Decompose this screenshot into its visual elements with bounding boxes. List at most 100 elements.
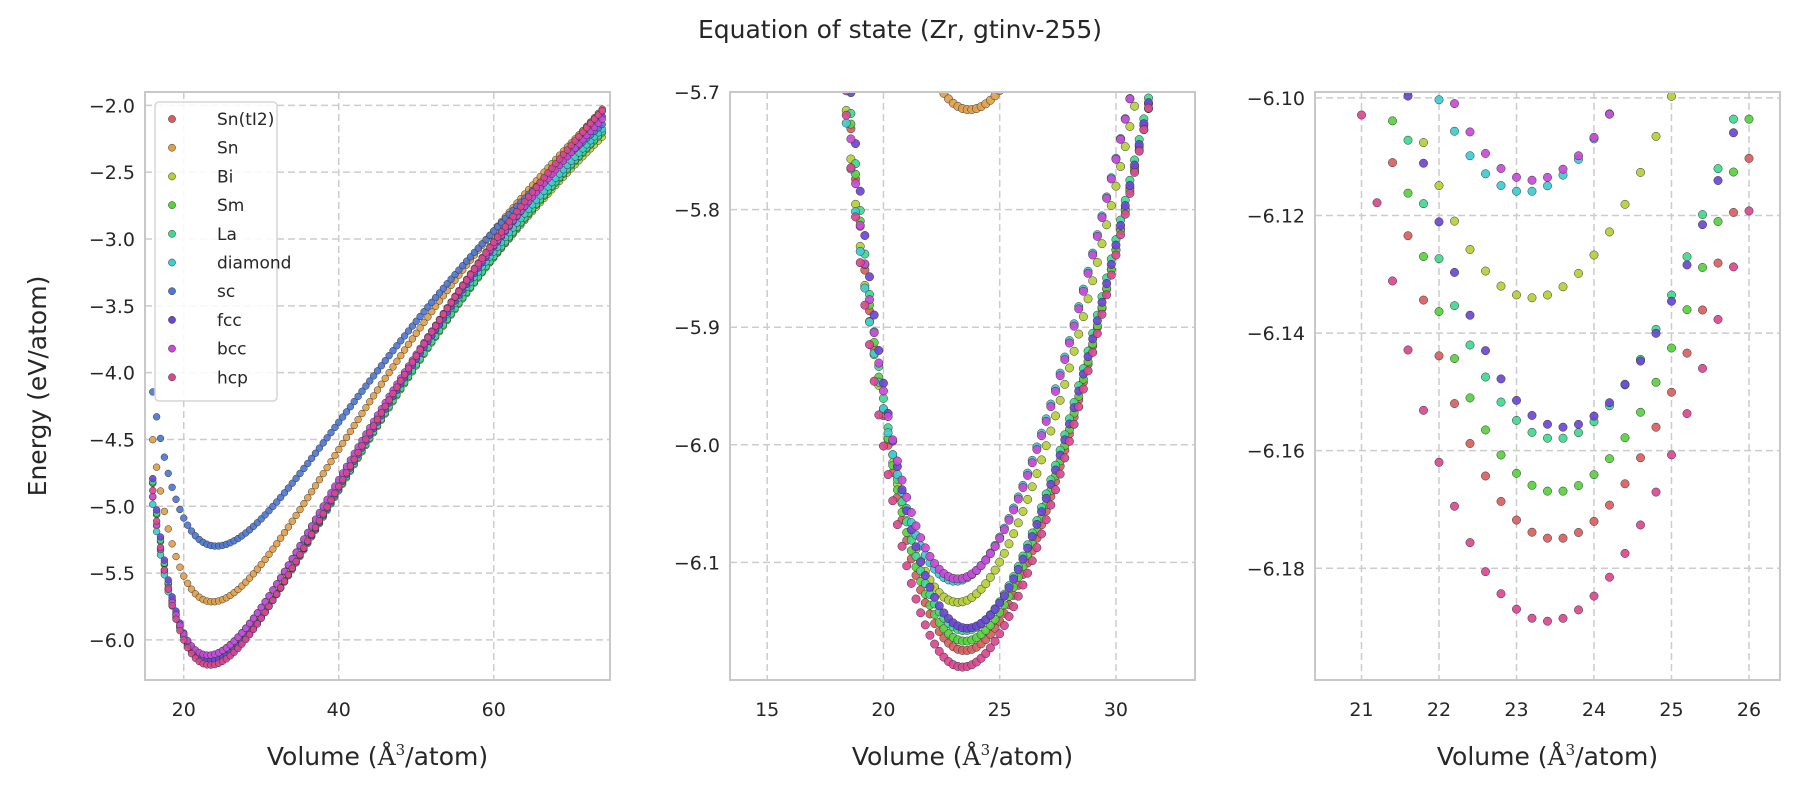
data-point xyxy=(176,563,184,571)
data-point xyxy=(1512,186,1521,196)
data-point xyxy=(273,590,281,598)
data-point xyxy=(1372,198,1382,208)
data-point xyxy=(1419,57,1427,65)
data-point xyxy=(902,561,912,571)
data-point xyxy=(1543,181,1552,191)
data-point xyxy=(393,342,401,350)
data-point xyxy=(304,459,312,468)
data-point xyxy=(304,537,312,545)
data-point xyxy=(1158,34,1166,42)
series-bcc xyxy=(1450,14,1660,185)
data-point xyxy=(1065,338,1074,348)
data-point xyxy=(400,346,409,354)
data-point xyxy=(1125,188,1135,198)
data-point xyxy=(1106,270,1116,280)
data-point xyxy=(420,308,428,316)
data-point xyxy=(846,163,856,173)
data-point xyxy=(342,433,351,442)
series-hcp xyxy=(841,103,1153,672)
data-point xyxy=(842,70,850,78)
data-point xyxy=(1092,231,1102,241)
data-point xyxy=(990,605,1000,614)
data-point xyxy=(350,421,358,430)
data-point xyxy=(156,434,165,443)
data-point xyxy=(1032,543,1042,553)
data-point xyxy=(1149,77,1157,85)
data-point xyxy=(152,506,161,514)
data-point xyxy=(990,565,1000,575)
data-point xyxy=(1667,343,1676,353)
data-point xyxy=(1450,399,1459,408)
y-tick-label: −5.0 xyxy=(89,496,135,518)
data-point xyxy=(995,534,1005,543)
data-point xyxy=(1465,393,1475,403)
data-point xyxy=(1116,230,1126,240)
data-point xyxy=(1652,14,1660,22)
data-point xyxy=(1014,58,1022,66)
data-point xyxy=(1055,469,1065,479)
data-point xyxy=(1140,33,1148,41)
data-point xyxy=(1512,415,1521,425)
data-point xyxy=(1574,428,1583,438)
data-point xyxy=(1589,132,1599,142)
data-point xyxy=(172,495,180,503)
data-point xyxy=(879,393,888,403)
data-point xyxy=(1158,41,1166,49)
data-point xyxy=(995,629,1005,639)
data-point xyxy=(1667,296,1676,306)
data-point xyxy=(319,510,327,518)
data-point xyxy=(435,316,444,324)
data-point xyxy=(1605,572,1614,582)
y-tick-label: −2.5 xyxy=(89,162,135,184)
data-point xyxy=(385,352,393,360)
data-point xyxy=(1713,164,1723,174)
data-point xyxy=(1682,260,1692,270)
data-point xyxy=(1154,56,1162,64)
data-point xyxy=(1574,268,1583,278)
data-point xyxy=(874,410,884,420)
data-point xyxy=(1512,604,1521,614)
y-axis-label: Energy (eV/atom) xyxy=(23,276,52,497)
data-point xyxy=(249,614,258,622)
data-point xyxy=(183,579,192,588)
data-point xyxy=(1009,505,1019,515)
data-point xyxy=(1450,301,1459,311)
data-point xyxy=(1388,64,1396,72)
data-point xyxy=(869,328,879,338)
data-point xyxy=(1023,470,1033,480)
data-point xyxy=(408,335,417,343)
data-point xyxy=(296,551,304,559)
data-point xyxy=(1140,61,1148,69)
series-la xyxy=(1388,64,1738,443)
data-point xyxy=(1158,30,1166,38)
data-point xyxy=(393,383,401,391)
data-point xyxy=(183,644,192,652)
data-point xyxy=(424,303,432,311)
x-tick-label: 40 xyxy=(327,699,351,721)
data-point xyxy=(513,207,521,216)
data-point xyxy=(1388,16,1396,24)
series-sn xyxy=(939,58,1022,114)
data-point xyxy=(1106,201,1116,211)
data-point xyxy=(1018,554,1028,564)
data-point xyxy=(377,362,386,370)
data-point xyxy=(327,428,335,437)
data-point xyxy=(1051,411,1060,421)
data-point xyxy=(1149,73,1157,81)
data-point xyxy=(1698,210,1707,220)
legend-marker xyxy=(168,172,176,181)
data-point xyxy=(598,107,606,115)
data-point xyxy=(1144,103,1153,113)
data-point xyxy=(323,463,331,472)
data-point xyxy=(493,233,502,241)
data-point xyxy=(1698,363,1707,373)
data-point xyxy=(1450,267,1459,277)
data-point xyxy=(1032,445,1042,454)
data-point xyxy=(1078,312,1088,322)
data-point xyxy=(400,332,409,340)
data-points xyxy=(1357,14,1754,626)
data-point xyxy=(1097,213,1107,222)
data-point xyxy=(1589,470,1599,480)
data-point xyxy=(540,173,548,182)
x-tick-label: 23 xyxy=(1504,699,1528,721)
